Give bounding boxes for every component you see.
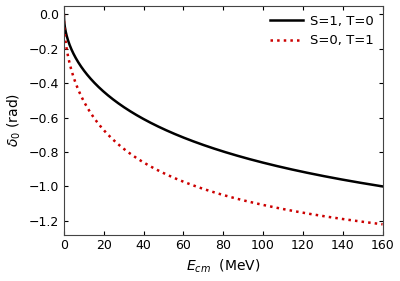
S=0, T=1 [316,214,320,217]
Line: S=1, T=0: S=1, T=0 [64,14,382,186]
X-axis label: $E_{cm}$  (MeV): $E_{cm}$ (MeV) [186,258,260,275]
S=1, T=0 [310,172,315,176]
S=1, T=0 [280,166,285,169]
S=0, T=1 [310,213,315,216]
S=0, T=1 [94,119,99,123]
S=1, T=0 [202,144,207,147]
Y-axis label: $\delta_0$ (rad): $\delta_0$ (rad) [6,93,23,147]
S=0, T=1 [202,187,207,191]
Legend: S=1, T=0, S=0, T=1: S=1, T=0, S=0, T=1 [265,10,379,53]
S=0, T=1 [62,12,66,16]
S=0, T=1 [380,223,385,226]
S=1, T=0 [190,139,195,143]
S=1, T=0 [316,173,320,177]
S=1, T=0 [94,83,99,87]
S=1, T=0 [62,12,66,16]
Line: S=0, T=1: S=0, T=1 [64,14,382,224]
S=0, T=1 [190,183,195,187]
S=1, T=0 [380,185,385,188]
S=0, T=1 [280,207,285,211]
